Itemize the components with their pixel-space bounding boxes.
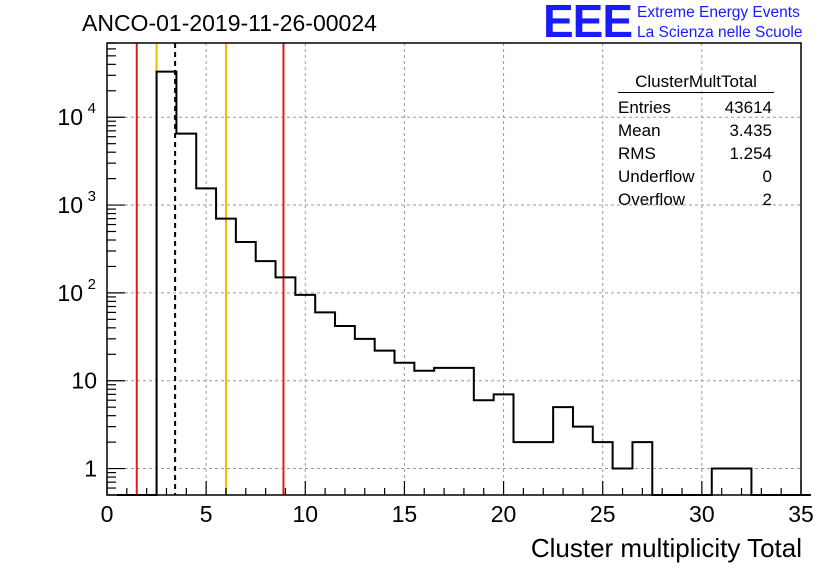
eee-logo-line1: Extreme Energy Events	[637, 4, 800, 21]
y-tick-label: 10	[57, 280, 83, 306]
histogram-outline	[116, 70, 811, 496]
stat-value: 3.435	[729, 121, 772, 140]
x-axis-label: Cluster multiplicity Total	[530, 533, 802, 563]
axis-ticks	[106, 42, 802, 496]
x-tick-label: 10	[292, 501, 318, 527]
plot-frame	[106, 42, 802, 496]
stat-label: RMS	[618, 144, 656, 163]
x-tick-label: 20	[491, 501, 517, 527]
y-tick-label: 1	[84, 456, 97, 482]
stat-value: 43614	[724, 98, 772, 117]
x-tick-label: 25	[590, 501, 616, 527]
stat-value: 1.254	[729, 144, 772, 163]
stat-label: Entries	[618, 98, 671, 117]
stat-row-rms: RMS 1.254	[610, 142, 772, 165]
eee-logo: EEE	[543, 0, 633, 47]
y-tick-label: 10	[57, 192, 83, 218]
x-tick-label: 5	[200, 501, 213, 527]
stat-label: Underflow	[618, 167, 695, 186]
stat-value: 2	[762, 190, 772, 209]
y-tick-exponent: 3	[88, 188, 96, 205]
stat-value: 0	[762, 167, 772, 186]
stat-label: Mean	[618, 121, 661, 140]
x-tick-label: 30	[689, 501, 715, 527]
marker-lines	[135, 43, 285, 495]
y-tick-label: 10	[57, 104, 83, 130]
stat-row-entries: Entries 43614	[610, 96, 772, 119]
plot-title: ANCO-01-2019-11-26-00024	[82, 10, 377, 36]
stat-row-overflow: Overflow 2	[610, 188, 772, 211]
stat-row-mean: Mean 3.435	[610, 119, 772, 142]
x-tick-label: 35	[788, 501, 814, 527]
stat-row-underflow: Underflow 0	[610, 165, 772, 188]
y-tick-label: 10	[71, 368, 97, 394]
grid-lines	[107, 43, 801, 495]
x-tick-label: 15	[392, 501, 418, 527]
stats-box: ClusterMultTotal Entries 43614 Mean 3.43…	[610, 72, 774, 211]
stats-title: ClusterMultTotal	[618, 72, 774, 93]
stat-label: Overflow	[618, 190, 686, 209]
x-tick-label: 0	[101, 501, 114, 527]
y-tick-exponent: 2	[88, 276, 96, 293]
y-tick-exponent: 4	[88, 100, 96, 117]
eee-logo-line2: La Scienza nelle Scuole	[637, 24, 803, 41]
